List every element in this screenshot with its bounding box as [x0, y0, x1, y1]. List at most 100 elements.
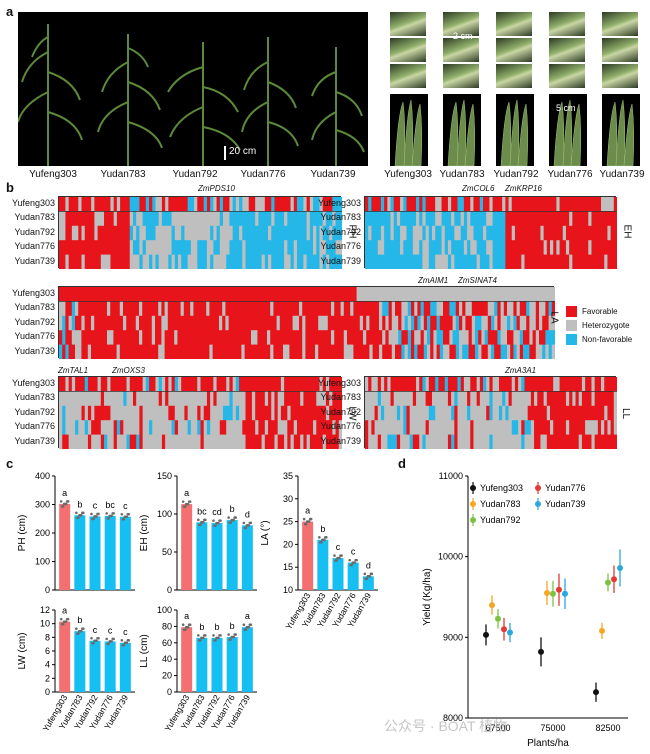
- data-point: [187, 500, 191, 503]
- bar: [317, 539, 329, 590]
- leaf-label-4: Yudan776: [547, 169, 593, 180]
- data-point: [81, 627, 84, 630]
- data-point: [93, 639, 96, 643]
- y-axis-label: PH (cm): [17, 515, 28, 552]
- data-point: [81, 511, 84, 515]
- variety-label: Yudan776: [14, 331, 55, 342]
- variety-label: Yufeng303: [11, 378, 55, 388]
- data-point: [108, 514, 111, 518]
- data-point: [302, 517, 306, 521]
- data-point: [213, 639, 216, 642]
- y-tick-label: 300: [35, 500, 50, 510]
- variety-label: Yudan739: [320, 435, 361, 446]
- legend-marker: [470, 485, 476, 491]
- yield-point: [617, 564, 623, 571]
- bar: [59, 503, 71, 590]
- leaf-closeup: [443, 38, 479, 62]
- significance-letter: b: [199, 622, 204, 632]
- significance-letter: a: [62, 488, 67, 498]
- trait-label: LL: [620, 407, 632, 420]
- data-point: [318, 536, 321, 539]
- gene-label: ZmPDS10: [198, 184, 235, 193]
- data-point: [334, 559, 337, 562]
- y-tick-label: 100: [157, 605, 172, 615]
- legend-nonfavorable-swatch: [566, 334, 577, 345]
- significance-letter: b: [214, 622, 219, 632]
- trait-label: EH: [621, 224, 633, 239]
- significance-letter: bc: [105, 500, 115, 510]
- data-point: [126, 639, 130, 642]
- leaf-closeup: [496, 12, 532, 36]
- variety-label: Yufeng303: [317, 378, 361, 388]
- variety-label: Yudan776: [14, 241, 55, 252]
- data-point: [90, 512, 93, 516]
- watermark: 公众号 · BOAT 植物: [384, 718, 508, 734]
- significance-letter: c: [108, 625, 113, 635]
- bar: [89, 516, 101, 590]
- data-point: [184, 625, 188, 629]
- data-point: [203, 518, 206, 522]
- y-tick-label: 100: [35, 557, 50, 567]
- gene-label: ZmCOL6: [462, 184, 495, 193]
- bar: [241, 627, 253, 692]
- gene-label: ZmAIM1: [418, 276, 449, 285]
- data-point: [245, 524, 249, 527]
- legend-heterozygote: Heterozygote: [582, 321, 630, 330]
- y-axis-label: LA (°): [260, 520, 271, 545]
- data-point: [198, 639, 201, 642]
- leaf-closeup: [496, 38, 532, 62]
- legend-marker: [470, 501, 476, 507]
- data-point: [96, 636, 99, 640]
- y-tick-label: 10000: [438, 552, 463, 562]
- panel-label-c: c: [6, 456, 14, 471]
- data-point: [321, 538, 324, 542]
- yield-point: [605, 579, 611, 586]
- gene-label: ZmTAL1: [58, 366, 89, 375]
- yield-point: [489, 602, 495, 609]
- legend-label: Yudan792: [480, 515, 521, 525]
- bar: [104, 515, 116, 590]
- y-axis-label: LW (cm): [17, 632, 28, 669]
- leaf-scale-small: 2 cm: [453, 31, 473, 41]
- y-axis-label: EH (cm): [139, 515, 150, 552]
- data-point: [197, 518, 200, 522]
- plant-label-4: Yudan776: [240, 169, 286, 180]
- leaf-blades: [496, 94, 534, 167]
- bar: [104, 641, 116, 692]
- legend-marker: [535, 485, 541, 491]
- legend-non-favorable: Non-favorable: [582, 335, 633, 344]
- plant-label-1: Yufeng303: [29, 169, 77, 180]
- data-point: [76, 632, 79, 635]
- data-point: [339, 554, 342, 557]
- y-tick-label: 150: [157, 471, 172, 481]
- data-point: [120, 639, 124, 642]
- data-point: [215, 521, 218, 525]
- variety-label: Yudan792: [14, 226, 55, 237]
- variety-label: Yudan783: [14, 392, 55, 403]
- data-point: [121, 644, 125, 647]
- significance-letter: c: [336, 542, 341, 552]
- y-tick-label: 0: [167, 585, 172, 595]
- data-point: [198, 523, 201, 527]
- legend-label: Yudan739: [545, 499, 586, 509]
- data-point: [243, 628, 247, 632]
- bar: [362, 576, 374, 590]
- data-point: [121, 517, 125, 521]
- data-point: [106, 642, 109, 646]
- data-point: [184, 502, 188, 506]
- y-tick-label: 10: [40, 619, 50, 629]
- data-point: [59, 617, 63, 621]
- data-point: [126, 512, 130, 516]
- data-point: [363, 572, 367, 576]
- bar: [347, 562, 359, 590]
- data-point: [197, 634, 200, 637]
- legend-heterozygote-swatch: [566, 320, 577, 331]
- data-point: [212, 519, 215, 522]
- x-tick-label: 75000: [540, 723, 565, 733]
- y-tick-label: 200: [35, 528, 50, 538]
- heatmap-la: [58, 286, 556, 360]
- y-tick-label: 0: [167, 687, 172, 697]
- significance-letter: a: [62, 606, 67, 616]
- leaf-closeup: [549, 64, 585, 88]
- panel-label-d: d: [398, 456, 406, 471]
